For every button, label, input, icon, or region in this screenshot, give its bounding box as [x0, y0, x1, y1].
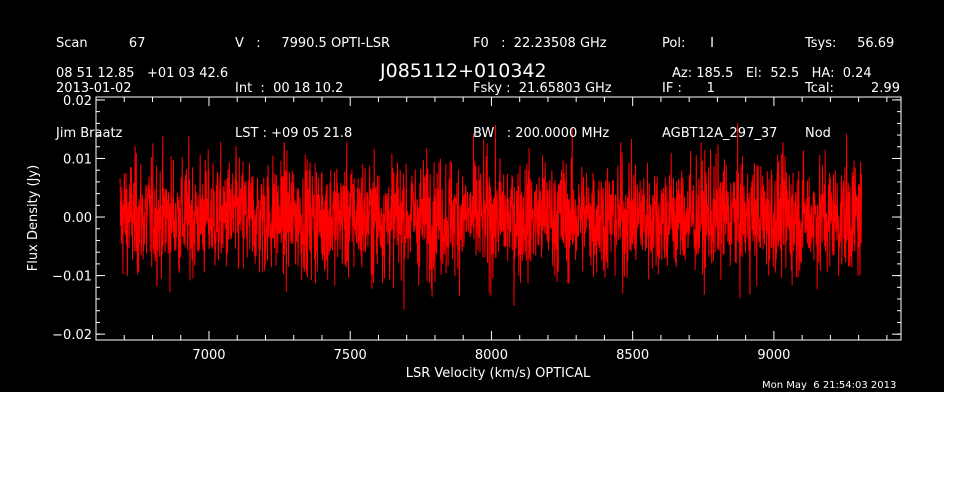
header-col-frequency: F0 : 22.23508 GHz Fsky : 21.65803 GHz BW… — [473, 6, 612, 171]
plot-panel: −0.02 −0.01 0.00 0.01 0.02 7000 7500 8000 8500 9… — [0, 0, 944, 392]
header-line: AGBT12A_297_37 — [662, 126, 778, 141]
header-line: IF : 1 — [662, 81, 715, 96]
x-tick-label: 7500 — [334, 348, 367, 363]
header-line: Jim Braatz — [56, 126, 123, 141]
header-line: V : 7990.5 OPTI-LSR — [235, 36, 391, 51]
header-line: Pol: I — [662, 36, 714, 51]
y-axis-label: Flux Density (Jy) — [26, 165, 41, 271]
y-tick-label: −0.01 — [52, 270, 92, 285]
header-line: Int : 00 18 10.2 — [235, 81, 344, 96]
header-line: Tsys: 56.69 — [805, 36, 895, 51]
pointing-info: Az: 185.5 El: 52.5 HA: 0.24 — [672, 66, 872, 81]
y-tick-label: −0.02 — [52, 328, 92, 343]
spectrum-plot: −0.02 −0.01 0.00 0.01 0.02 7000 7500 8000 8500 9… — [26, 94, 902, 381]
header-col-pol: Pol: I IF : 1 AGBT12A_297_37 — [662, 6, 777, 171]
header-col-velocity: V : 7990.5 OPTI-LSR Int : 00 18 10.2 LST… — [235, 6, 390, 171]
x-tick-label: 8500 — [616, 348, 649, 363]
header-line: LST : +09 05 21.8 — [235, 126, 353, 141]
header-line: Tcal: 2.99 — [805, 81, 900, 96]
header-line: BW : 200.0000 MHz — [473, 126, 610, 141]
header-line: Fsky : 21.65803 GHz — [473, 81, 612, 96]
y-axis: −0.02 −0.01 0.00 0.01 0.02 — [52, 94, 901, 343]
x-tick-label: 9000 — [757, 348, 790, 363]
header-col-tsys: Tsys: 56.69 Tcal: 2.99 Nod — [805, 6, 900, 171]
flux-trace — [119, 122, 862, 310]
header-line: 2013-01-02 — [56, 81, 132, 96]
x-axis-label: LSR Velocity (km/s) OPTICAL — [406, 366, 591, 381]
x-tick-label: 8000 — [475, 348, 508, 363]
y-tick-label: 0.01 — [63, 152, 92, 167]
y-tick-label: 0.02 — [63, 94, 92, 109]
header-line: Nod — [805, 126, 831, 141]
source-name-title: J085112+010342 — [380, 60, 547, 82]
plot-timestamp: Mon May 6 21:54:03 2013 — [762, 380, 897, 391]
header-col-scan: Scan 67 2013-01-02 Jim Braatz — [56, 6, 145, 171]
plot-frame — [95, 96, 902, 341]
x-axis: 7000 7500 8000 8500 9000 — [123, 97, 888, 363]
header-line: F0 : 22.23508 GHz — [473, 36, 607, 51]
header-line: Scan 67 — [56, 36, 146, 51]
y-tick-label: 0.00 — [63, 211, 92, 226]
source-coordinates: 08 51 12.85 +01 03 42.6 — [56, 66, 229, 81]
x-tick-label: 7000 — [192, 348, 225, 363]
